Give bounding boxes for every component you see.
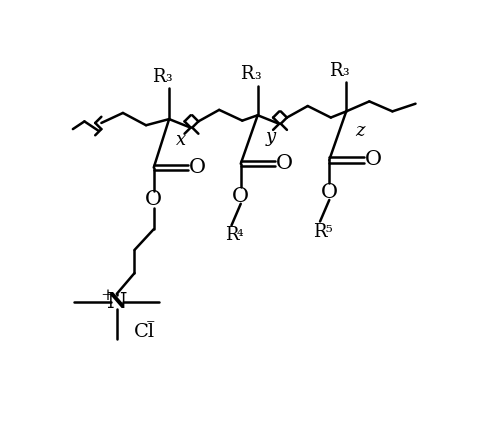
Text: z: z bbox=[355, 122, 364, 139]
Text: y: y bbox=[265, 128, 275, 146]
Text: ₅: ₅ bbox=[325, 219, 331, 236]
Text: R: R bbox=[240, 65, 253, 84]
Text: ₃: ₃ bbox=[253, 66, 260, 83]
Text: N: N bbox=[107, 291, 127, 312]
Text: ₄: ₄ bbox=[236, 223, 243, 240]
Text: O: O bbox=[145, 190, 162, 210]
Text: O: O bbox=[276, 154, 292, 173]
Text: R: R bbox=[224, 226, 238, 245]
Text: O: O bbox=[364, 150, 381, 169]
Text: R: R bbox=[312, 223, 326, 240]
Text: ₃: ₃ bbox=[165, 68, 171, 85]
Text: Cl: Cl bbox=[133, 323, 155, 342]
Text: x: x bbox=[176, 131, 186, 149]
Text: O: O bbox=[232, 186, 249, 206]
Text: ⁻: ⁻ bbox=[146, 316, 155, 333]
Text: O: O bbox=[189, 158, 206, 177]
Text: R: R bbox=[152, 68, 165, 86]
Text: +: + bbox=[100, 287, 113, 304]
Text: O: O bbox=[320, 183, 337, 202]
Text: R: R bbox=[328, 62, 342, 80]
Text: ₃: ₃ bbox=[342, 62, 348, 79]
